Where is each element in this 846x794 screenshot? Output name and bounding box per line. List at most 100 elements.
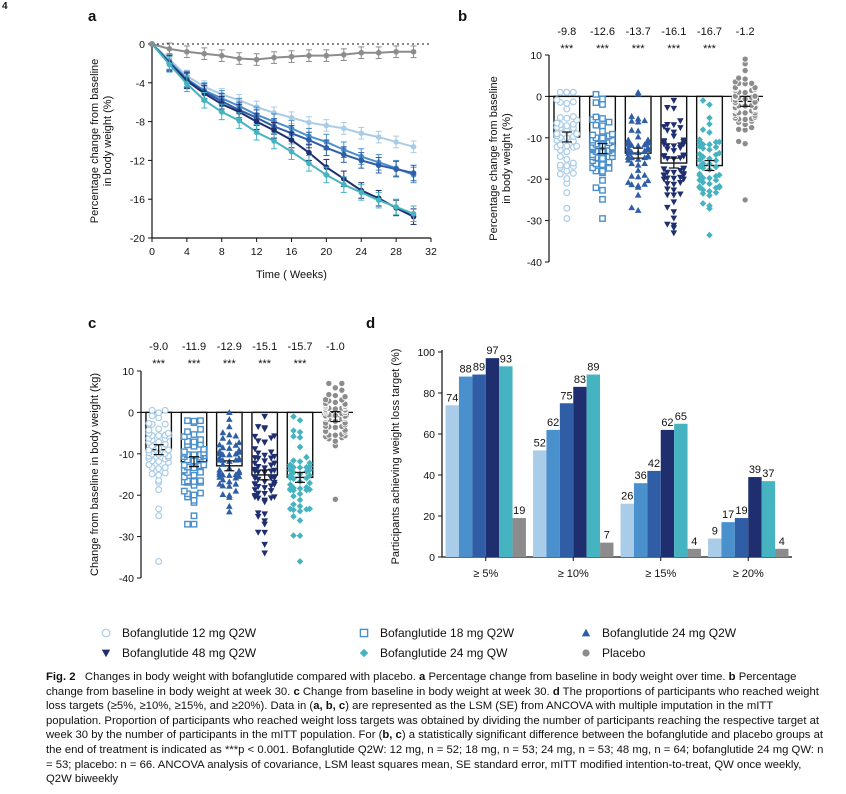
participant-point-c xyxy=(251,455,259,462)
series-line-a xyxy=(151,43,414,215)
participant-point-b xyxy=(553,119,561,127)
participant-point-b xyxy=(556,161,564,169)
participant-point-c xyxy=(219,429,227,436)
y-axis-title-line-b: in body weight (%) xyxy=(501,113,513,204)
participant-point-b xyxy=(664,146,671,153)
panel-c: c 10 0 -10 -20 -30 -40 Change from baseline in … xyxy=(88,315,353,585)
participant-point-c xyxy=(267,449,275,456)
data-point-a xyxy=(341,151,347,158)
data-point-a xyxy=(410,170,417,176)
participant-point-c xyxy=(226,423,233,430)
participant-point-b xyxy=(599,186,606,194)
bar-d xyxy=(573,386,587,557)
participant-point-b xyxy=(670,175,678,182)
series-a-5 xyxy=(149,41,417,66)
participant-point-c xyxy=(226,415,233,422)
caption-b-text: Percentage change from baseline in body … xyxy=(46,671,797,698)
participant-point-b xyxy=(664,181,671,188)
participant-point-b xyxy=(563,122,571,130)
participant-point-b xyxy=(569,98,577,106)
participant-point-b xyxy=(712,184,720,192)
legend-item: Bofanglutide 18 mg Q2W xyxy=(358,626,514,640)
participant-point-b xyxy=(641,180,648,187)
participant-point-b xyxy=(563,88,571,96)
participant-point-c xyxy=(235,472,243,479)
participant-point-c xyxy=(325,379,333,387)
participant-point-c xyxy=(197,468,204,476)
participant-point-b xyxy=(634,127,642,134)
caption-bc-text: ) a statistically significant difference… xyxy=(46,729,824,786)
participant-point-c xyxy=(331,423,339,431)
participant-point-b xyxy=(563,162,571,170)
significance-label-c: *** xyxy=(258,358,272,370)
participant-point-b xyxy=(563,189,571,197)
series-line-a xyxy=(151,43,414,61)
caption-c-label: c xyxy=(293,685,300,698)
participant-point-c xyxy=(190,431,198,438)
participant-point-c xyxy=(331,392,339,400)
participant-point-b xyxy=(741,75,749,83)
legend-label: Placebo xyxy=(602,646,646,660)
participant-point-c xyxy=(261,439,268,446)
participant-point-c xyxy=(226,482,233,489)
legend-marker-triangle-up xyxy=(581,628,591,637)
participant-point-b xyxy=(677,125,684,132)
y-tick-label-c: -30 xyxy=(119,532,134,544)
participant-point-b xyxy=(699,126,707,133)
bar-value-label-d: 89 xyxy=(587,362,599,374)
participant-point-c xyxy=(164,429,172,437)
group-b-2: -13.7 *** xyxy=(624,26,652,213)
participant-point-b xyxy=(677,155,684,162)
bar-d xyxy=(660,429,675,557)
participant-point-b xyxy=(670,122,678,129)
caption-abc-text: ) are represented as the LSM (SE) from A… xyxy=(46,700,820,742)
participant-point-c xyxy=(145,426,153,434)
bar-value-label-d: 62 xyxy=(661,417,673,429)
participant-point-c xyxy=(325,391,333,399)
participant-point-b xyxy=(644,177,652,184)
participant-point-b xyxy=(696,136,703,143)
caption-d-label: d xyxy=(552,685,560,698)
participant-point-c xyxy=(261,479,268,485)
participant-point-c xyxy=(261,521,268,528)
participant-point-c xyxy=(164,446,172,454)
participant-point-c xyxy=(296,485,304,492)
participant-point-b xyxy=(699,174,707,182)
participant-point-c xyxy=(235,446,243,453)
participant-point-b xyxy=(625,136,632,143)
series-a-1 xyxy=(149,41,417,184)
data-point-a xyxy=(236,117,242,124)
bar-d xyxy=(620,503,634,557)
data-point-a xyxy=(306,119,312,126)
participant-point-c xyxy=(155,471,163,479)
participant-point-b xyxy=(625,178,632,185)
participant-point-b xyxy=(660,138,668,145)
participant-point-c xyxy=(261,490,268,497)
participant-point-b xyxy=(634,155,642,162)
bar-value-label-d: 26 xyxy=(621,491,633,503)
participant-point-c xyxy=(267,435,275,442)
participant-point-b xyxy=(556,88,564,96)
participant-point-c xyxy=(216,454,223,461)
participant-point-b xyxy=(569,169,577,177)
lsm-value-label-b: -1.2 xyxy=(736,26,755,38)
participant-point-b xyxy=(599,195,606,203)
bar-value-label-d: 36 xyxy=(635,470,647,482)
participant-point-c xyxy=(148,406,156,414)
data-point-a xyxy=(201,97,208,104)
caption-abc-label: a, b, c xyxy=(313,700,346,713)
x-tick-label-d: ≥ 5% xyxy=(473,568,498,580)
participant-point-b xyxy=(712,172,720,180)
participant-point-b xyxy=(706,174,713,182)
participant-point-b xyxy=(680,171,687,178)
participant-point-b xyxy=(670,222,678,229)
bar-d xyxy=(721,522,735,557)
data-point-a xyxy=(393,166,399,172)
participant-point-c xyxy=(190,520,198,528)
x-tick-label-a: 4 xyxy=(184,246,190,258)
participant-point-b xyxy=(670,133,678,140)
significance-label-b: *** xyxy=(667,43,681,55)
data-point-a xyxy=(323,172,330,178)
panel-label-b: b xyxy=(458,8,467,25)
participant-point-b xyxy=(680,137,687,144)
